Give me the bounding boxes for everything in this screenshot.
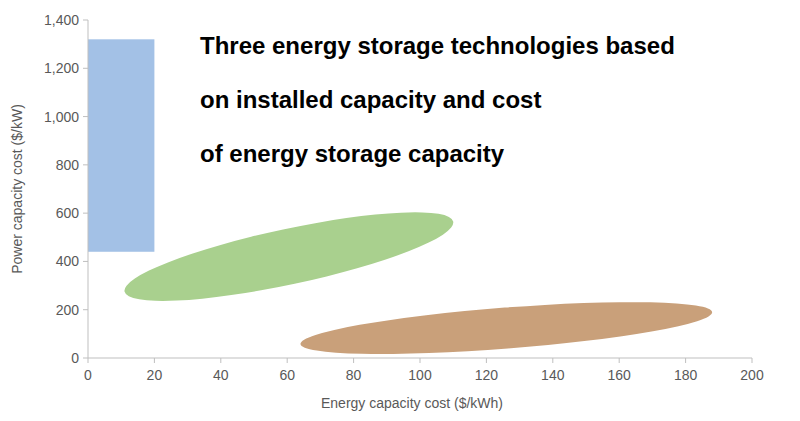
y-tick xyxy=(83,309,88,310)
x-tick-label: 120 xyxy=(475,367,499,383)
marks xyxy=(88,39,714,358)
x-tick xyxy=(685,358,686,363)
chart: 0 20 40 60 80 100 120 140 160 180 200 0 200 400 600 800… xyxy=(0,0,800,421)
y-tick xyxy=(83,213,88,214)
x-tick xyxy=(220,358,221,363)
y-tick-label: 0 xyxy=(71,350,79,366)
x-tick-label: 140 xyxy=(541,367,565,383)
region-ellipse xyxy=(299,292,714,358)
x-tick-label: 180 xyxy=(674,367,698,383)
title-line: on installed capacity and cost xyxy=(200,86,541,113)
y-tick-label: 400 xyxy=(56,253,80,269)
y-tick xyxy=(83,358,88,359)
y-tick xyxy=(83,68,88,69)
y-tick-label: 1,400 xyxy=(44,12,79,28)
x-tick xyxy=(552,358,553,363)
x-axis-label: Energy capacity cost ($/kWh) xyxy=(321,395,503,411)
y-axis-line xyxy=(88,20,89,358)
x-tick xyxy=(420,358,421,363)
x-tick-label: 200 xyxy=(740,367,764,383)
y-tick xyxy=(83,116,88,117)
y-tick-label: 600 xyxy=(56,205,80,221)
x-tick-label: 40 xyxy=(213,367,229,383)
x-tick xyxy=(619,358,620,363)
region-ellipse xyxy=(119,194,459,318)
y-tick xyxy=(83,261,88,262)
y-tick-label: 200 xyxy=(56,302,80,318)
x-tick xyxy=(752,358,753,363)
x-tick-label: 160 xyxy=(608,367,632,383)
x-tick-label: 60 xyxy=(279,367,295,383)
y-axis-label: Power capacity cost ($/kW) xyxy=(9,104,25,274)
x-tick-label: 0 xyxy=(84,367,92,383)
y-tick-label: 800 xyxy=(56,157,80,173)
x-tick-label: 100 xyxy=(408,367,432,383)
title-line: Three energy storage technologies based xyxy=(200,32,675,59)
x-tick xyxy=(88,358,89,363)
x-tick xyxy=(486,358,487,363)
y-tick xyxy=(83,20,88,21)
background xyxy=(0,0,800,421)
x-tick xyxy=(353,358,354,363)
x-tick xyxy=(154,358,155,363)
y-tick-label: 1,000 xyxy=(44,109,79,125)
title-line: of energy storage capacity xyxy=(200,140,505,167)
y-tick-label: 1,200 xyxy=(44,60,79,76)
region-rectangle xyxy=(88,39,154,251)
x-tick xyxy=(287,358,288,363)
x-tick-label: 80 xyxy=(346,367,362,383)
y-tick xyxy=(83,164,88,165)
x-tick-label: 20 xyxy=(147,367,163,383)
